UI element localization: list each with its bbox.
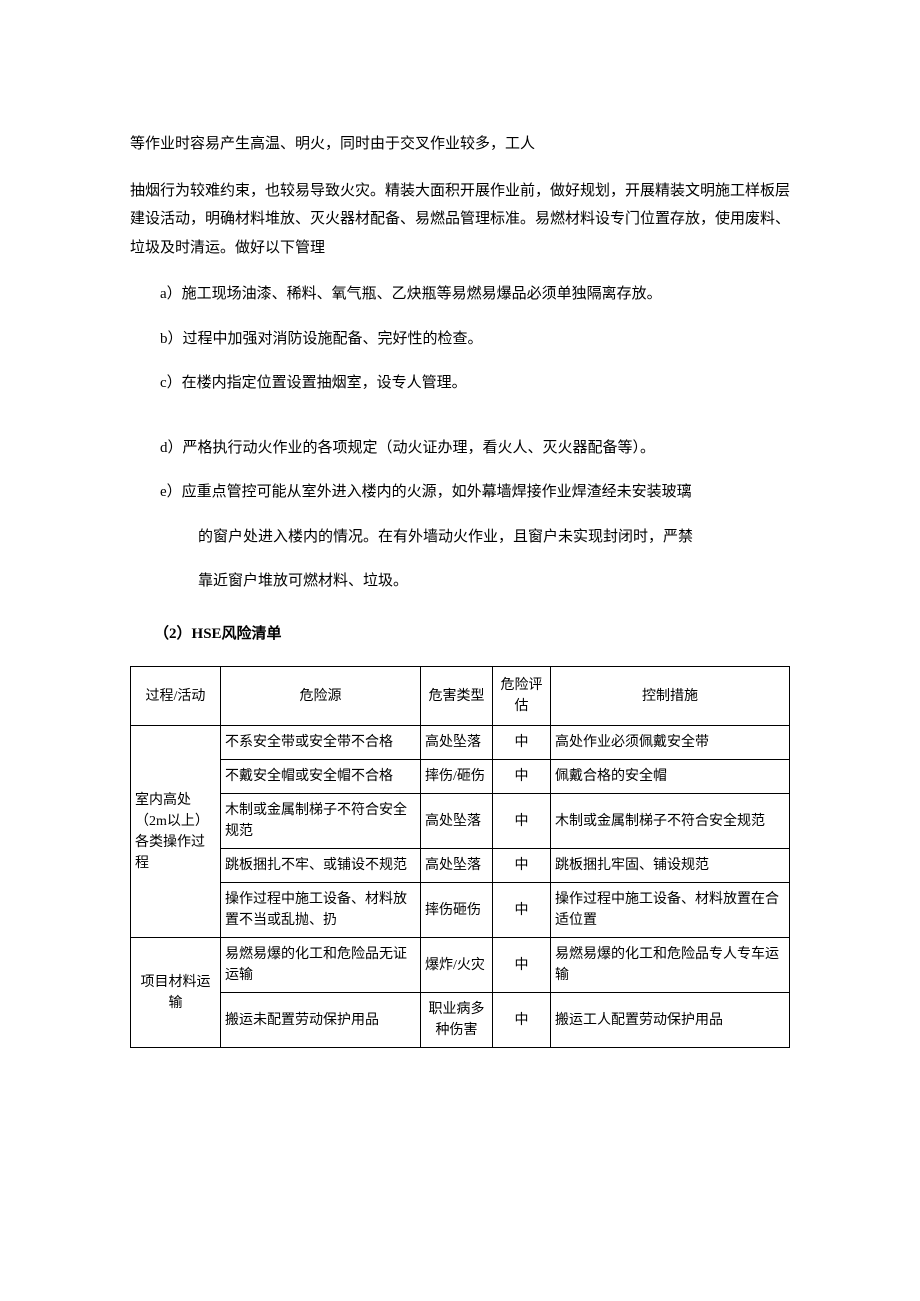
cell-hazard: 木制或金属制梯子不符合安全规范: [221, 794, 421, 849]
section-title: （2）HSE风险清单: [130, 620, 790, 649]
paragraph-2: 抽烟行为较难约束，也较易导致火灾。精装大面积开展作业前，做好规划，开展精装文明施…: [130, 177, 790, 263]
cell-eval: 中: [493, 794, 551, 849]
cell-type: 高处坠落: [421, 794, 493, 849]
table-row: 操作过程中施工设备、材料放置不当或乱抛、扔 摔伤砸伤 中 操作过程中施工设备、材…: [131, 883, 790, 938]
cell-control: 佩戴合格的安全帽: [551, 760, 790, 794]
list-item-e-line1: e）应重点管控可能从室外进入楼内的火源，如外幕墙焊接作业焊渣经未安装玻璃: [130, 478, 790, 507]
cell-control: 搬运工人配置劳动保护用品: [551, 993, 790, 1048]
cell-group2: 项目材料运输: [131, 938, 221, 1048]
cell-hazard: 操作过程中施工设备、材料放置不当或乱抛、扔: [221, 883, 421, 938]
section-num: 2: [169, 626, 177, 642]
list-item-b: b）过程中加强对消防设施配备、完好性的检查。: [130, 325, 790, 354]
list-item-d: d）严格执行动火作业的各项规定（动火证办理，看火人、灭火器配备等）。: [130, 434, 790, 463]
list-item-e-line2: 的窗户处进入楼内的情况。在有外墙动火作业，且窗户未实现封闭时，严禁: [130, 523, 790, 552]
cell-type: 高处坠落: [421, 726, 493, 760]
cell-control: 高处作业必须佩戴安全带: [551, 726, 790, 760]
header-eval: 危险评估: [493, 667, 551, 726]
list-item-a: a）施工现场油漆、稀料、氧气瓶、乙炔瓶等易燃易爆品必须单独隔离存放。: [130, 280, 790, 309]
section-hse: HSE: [192, 626, 222, 642]
header-control: 控制措施: [551, 667, 790, 726]
cell-hazard: 不戴安全帽或安全帽不合格: [221, 760, 421, 794]
cell-eval: 中: [493, 726, 551, 760]
cell-hazard: 易燃易爆的化工和危险品无证运输: [221, 938, 421, 993]
section-num-open: （: [154, 626, 169, 642]
table-row: 跳板捆扎不牢、或铺设不规范 高处坠落 中 跳板捆扎牢固、铺设规范: [131, 849, 790, 883]
cell-control: 易燃易爆的化工和危险品专人专车运输: [551, 938, 790, 993]
cell-group1: 室内高处（2m以上）各类操作过程: [131, 726, 221, 938]
cell-type: 职业病多种伤害: [421, 993, 493, 1048]
cell-control: 跳板捆扎牢固、铺设规范: [551, 849, 790, 883]
table-row: 木制或金属制梯子不符合安全规范 高处坠落 中 木制或金属制梯子不符合安全规范: [131, 794, 790, 849]
cell-control: 操作过程中施工设备、材料放置在合适位置: [551, 883, 790, 938]
section-num-close: ）: [177, 626, 192, 642]
cell-control: 木制或金属制梯子不符合安全规范: [551, 794, 790, 849]
cell-eval: 中: [493, 849, 551, 883]
table-row: 项目材料运输 易燃易爆的化工和危险品无证运输 爆炸/火灾 中 易燃易爆的化工和危…: [131, 938, 790, 993]
cell-hazard: 跳板捆扎不牢、或铺设不规范: [221, 849, 421, 883]
cell-hazard: 不系安全带或安全带不合格: [221, 726, 421, 760]
header-type: 危害类型: [421, 667, 493, 726]
cell-eval: 中: [493, 993, 551, 1048]
risk-table: 过程/活动 危险源 危害类型 危险评估 控制措施 室内高处（2m以上）各类操作过…: [130, 666, 790, 1048]
table-row: 搬运未配置劳动保护用品 职业病多种伤害 中 搬运工人配置劳动保护用品: [131, 993, 790, 1048]
header-process: 过程/活动: [131, 667, 221, 726]
list-item-c: c）在楼内指定位置设置抽烟室，设专人管理。: [130, 369, 790, 398]
table-row: 不戴安全帽或安全帽不合格 摔伤/砸伤 中 佩戴合格的安全帽: [131, 760, 790, 794]
cell-type: 摔伤砸伤: [421, 883, 493, 938]
cell-type: 摔伤/砸伤: [421, 760, 493, 794]
table-row: 室内高处（2m以上）各类操作过程 不系安全带或安全带不合格 高处坠落 中 高处作…: [131, 726, 790, 760]
cell-type: 高处坠落: [421, 849, 493, 883]
paragraph-1: 等作业时容易产生高温、明火，同时由于交叉作业较多，工人: [130, 130, 790, 159]
cell-type: 爆炸/火灾: [421, 938, 493, 993]
header-hazard: 危险源: [221, 667, 421, 726]
cell-eval: 中: [493, 883, 551, 938]
section-title-rest: 风险清单: [222, 626, 282, 642]
list-item-e-line3: 靠近窗户堆放可燃材料、垃圾。: [130, 567, 790, 596]
cell-eval: 中: [493, 938, 551, 993]
cell-eval: 中: [493, 760, 551, 794]
table-header-row: 过程/活动 危险源 危害类型 危险评估 控制措施: [131, 667, 790, 726]
cell-hazard: 搬运未配置劳动保护用品: [221, 993, 421, 1048]
